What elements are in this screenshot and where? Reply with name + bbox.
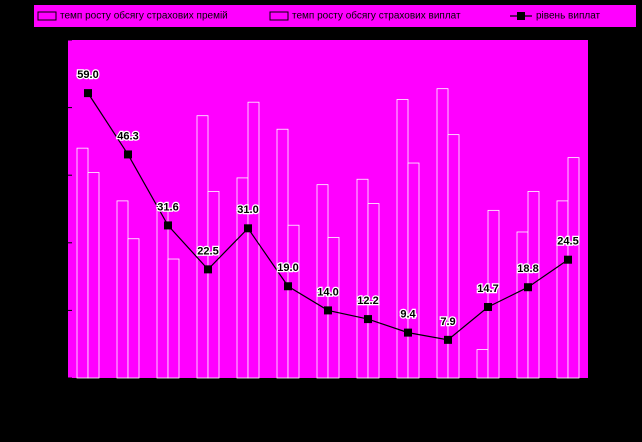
marker (404, 328, 412, 337)
data-label: 19.0 (277, 262, 298, 274)
bar (156, 209, 169, 379)
bar (447, 134, 460, 379)
data-label: 24.5 (557, 236, 578, 248)
bar (556, 200, 569, 379)
marker (244, 224, 252, 233)
bar (356, 178, 369, 379)
bar (127, 238, 140, 379)
data-label: 14.0 (317, 286, 338, 298)
bar (167, 258, 180, 379)
marker (324, 306, 332, 315)
marker (204, 265, 212, 274)
marker (84, 89, 92, 98)
bar (87, 172, 100, 379)
data-label: 12.2 (357, 295, 378, 307)
data-label: 59.0 (77, 69, 98, 81)
bar (487, 209, 500, 379)
bar (436, 88, 449, 379)
legend-label: темп росту обсягу страхових виплат (292, 10, 461, 22)
bar (76, 147, 89, 379)
bar (367, 203, 380, 379)
data-label: 22.5 (197, 245, 218, 257)
legend-swatch (517, 12, 525, 20)
data-label: 31.0 (237, 204, 258, 216)
data-label: 46.3 (117, 130, 138, 142)
bar (276, 128, 289, 379)
bar (116, 200, 129, 379)
bar (247, 101, 260, 379)
data-label: 14.7 (477, 283, 498, 295)
data-label: 9.4 (400, 309, 416, 321)
marker (364, 315, 372, 324)
marker (524, 283, 532, 292)
data-label: 31.6 (157, 201, 178, 213)
marker (564, 255, 572, 264)
bar (476, 349, 489, 379)
bar (516, 231, 529, 379)
bar (287, 224, 300, 379)
marker (484, 303, 492, 312)
bar (407, 162, 420, 379)
legend-swatch (37, 11, 57, 21)
data-label: 18.8 (517, 263, 538, 275)
bar (316, 184, 329, 379)
marker (124, 150, 132, 159)
bar (207, 191, 220, 379)
bar (567, 157, 580, 379)
marker (164, 221, 172, 230)
legend-label: рівень виплат (536, 11, 601, 22)
marker (284, 282, 292, 291)
legend-swatch (269, 11, 289, 21)
legend (34, 5, 636, 27)
marker (444, 335, 452, 344)
legend-label: темп росту обсягу страхових премій (60, 10, 228, 22)
data-label: 7.9 (440, 316, 455, 328)
